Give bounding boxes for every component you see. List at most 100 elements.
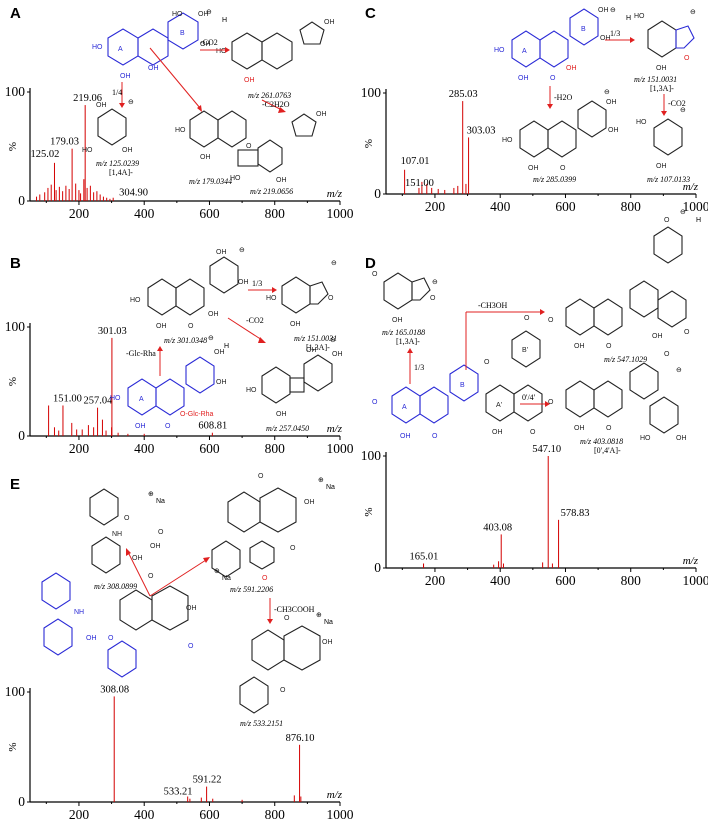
svg-text:OH: OH <box>216 379 227 386</box>
svg-text:O: O <box>262 575 268 582</box>
frag-d-403: m/z 403.0818 <box>580 437 623 446</box>
structure-b-precursor: A HO OH O OH OH <box>110 349 227 430</box>
structure-a-261: HO OH OH <box>216 19 335 84</box>
svg-text:OH: OH <box>606 99 617 106</box>
transition-c-co2: -CO2 <box>668 99 686 108</box>
transition-c-h2o: -H2O <box>554 93 572 102</box>
y-axis-title-a: % <box>7 142 19 151</box>
svg-text:O: O <box>664 351 670 358</box>
charge-label-a: H <box>222 17 227 24</box>
peak-label-d-1: 403.08 <box>483 522 512 533</box>
y-tick-label-e: 0 <box>18 794 25 809</box>
y-tick-label-b: 100 <box>5 319 26 334</box>
x-tick-label-e: 800 <box>265 807 286 822</box>
x-tick-label-e: 400 <box>134 807 155 822</box>
y-axis-title-c: % <box>363 139 375 148</box>
charge-b-257: ⊖ <box>330 337 336 344</box>
x-tick-label-c: 400 <box>490 199 511 214</box>
peak-label-e-0: 308.08 <box>100 684 129 695</box>
svg-text:O: O <box>246 143 252 150</box>
svg-text:A: A <box>118 46 123 53</box>
svg-text:OH: OH <box>676 435 687 442</box>
svg-text:OH: OH <box>276 177 287 184</box>
svg-text:HO: HO <box>266 295 277 302</box>
svg-text:OH: OH <box>598 7 609 14</box>
frag-b-151: m/z 151.0031 <box>294 334 337 343</box>
charge-e-533: ⊕ <box>316 612 322 619</box>
structure-b-257: HO OH OH OH <box>246 347 343 418</box>
panel-letter-b: B <box>10 255 21 272</box>
frag-e-533: m/z 533.2151 <box>240 719 283 728</box>
structure-a-125: OH HO OH <box>82 102 133 154</box>
svg-text:O: O <box>606 425 612 432</box>
svg-text:OH: OH <box>120 73 131 80</box>
y-tick-label-e: 100 <box>5 684 26 699</box>
charge-d-403: ⊖ <box>676 367 682 374</box>
frag-d-547: m/z 547.1029 <box>604 355 647 364</box>
peak-label-b-2: 301.03 <box>98 326 127 337</box>
svg-text:O: O <box>430 295 436 302</box>
charge-e-308: ⊕ <box>148 491 154 498</box>
frag-e-308: m/z 308.0899 <box>94 582 137 591</box>
svg-text:HO: HO <box>175 127 186 134</box>
y-tick-label-a: 0 <box>18 193 25 208</box>
svg-text:OH: OH <box>656 65 667 72</box>
structure-d-165: O OH O <box>372 271 436 324</box>
arrows-b <box>157 287 277 376</box>
frag-a-179: m/z 179.0344 <box>189 177 232 186</box>
svg-text:O: O <box>524 315 530 322</box>
peak-label-b-1: 257.04 <box>84 396 114 407</box>
arrows-a <box>119 47 286 113</box>
svg-text:OH: OH <box>652 333 663 340</box>
x-tick-label-d: 200 <box>425 573 446 588</box>
svg-text:A: A <box>522 48 527 55</box>
svg-text:OH: OH <box>198 11 209 18</box>
spectrum-e: 200 400 600 800 1000 0 100% m/z 308.08 533.21591.… <box>5 684 354 822</box>
x-axis-title-c: m/z <box>683 181 699 193</box>
transition-b-13: 1/3 <box>252 279 262 288</box>
spectrum-b: 200 400 600 800 1000 0 100% m/z 151.00 257.04 301.… <box>5 319 354 456</box>
frag-b-257: m/z 257.0450 <box>266 424 309 433</box>
transition-d-04: 0'/4' <box>522 393 536 402</box>
svg-text:A: A <box>402 404 407 411</box>
x-tick-label-d: 400 <box>490 573 511 588</box>
charge-e-533-na: Na <box>324 619 333 626</box>
frag-b-301: m/z 301.0348 <box>164 336 207 345</box>
svg-text:OH: OH <box>244 77 255 84</box>
spectrum-d: 200 400 600 800 1000 0 100% m/z 165.01 403.08 547.… <box>361 444 708 588</box>
x-tick-label-a: 600 <box>199 206 220 221</box>
svg-text:O: O <box>328 295 334 302</box>
structure-b-151: HO OH O <box>266 276 334 328</box>
structure-c-151: HO OH O <box>634 13 695 72</box>
frag-a-125-note: [1,4A]- <box>109 168 133 177</box>
svg-text:O: O <box>290 545 296 552</box>
svg-text:OH: OH <box>276 411 287 418</box>
svg-text:OH: OH <box>96 102 107 109</box>
charge-label-e: Na <box>156 498 165 505</box>
peak-label-a-3: 304.90 <box>119 188 148 199</box>
x-tick-label-b: 600 <box>199 441 220 456</box>
frag-d-165-note: [1,3A]- <box>396 337 420 346</box>
svg-text:OH: OH <box>566 65 577 72</box>
transition-e-ch3cooh: -CH3COOH <box>274 605 315 614</box>
peak-label-d-3: 578.83 <box>561 508 590 519</box>
x-tick-label-a: 1000 <box>327 206 354 221</box>
structure-d-547: O OH O OH O O <box>548 217 690 350</box>
x-tick-label-b: 400 <box>134 441 155 456</box>
frag-d-403-note: [0',4'A]- <box>594 446 621 455</box>
x-tick-label-e: 1000 <box>327 807 354 822</box>
frag-a-219: m/z 219.0656 <box>250 187 293 196</box>
structure-a-219: HO OH OH <box>230 111 327 184</box>
charge-c-107: ⊖ <box>680 107 686 114</box>
y-tick-label-b: 0 <box>18 428 25 443</box>
x-tick-label-c: 600 <box>555 199 576 214</box>
svg-text:OH: OH <box>574 425 585 432</box>
panel-letter-c: C <box>365 5 376 22</box>
svg-text:O: O <box>606 343 612 350</box>
svg-text:HO: HO <box>216 48 227 55</box>
svg-text:HO: HO <box>634 13 645 20</box>
svg-text:O: O <box>560 165 566 172</box>
x-tick-label-d: 600 <box>555 573 576 588</box>
charge-c-151: ⊖ <box>690 9 696 16</box>
spectrum-c: 200 400 600 800 1000 0 100% m/z 107.01 151.00 285.… <box>361 85 708 214</box>
